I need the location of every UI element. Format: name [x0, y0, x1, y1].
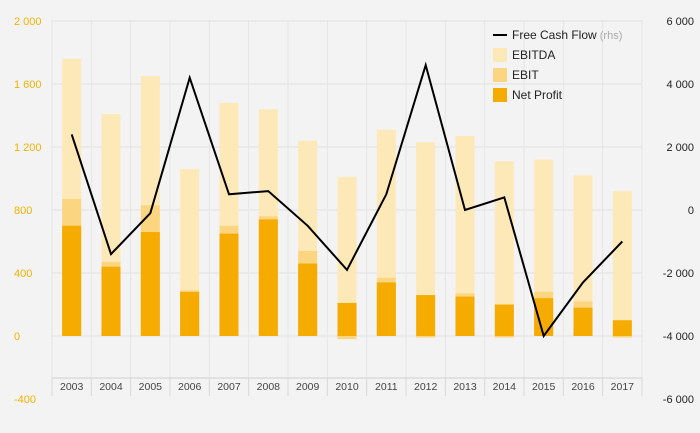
legend-label: Net Profit [512, 88, 563, 102]
legend-swatch [493, 48, 507, 62]
bar-ebitda [612, 191, 632, 336]
x-tick-label: 2011 [375, 381, 398, 393]
bar-net-profit [180, 291, 200, 336]
y-right-tick-label: -4 000 [663, 331, 694, 343]
x-tick-label: 2003 [60, 381, 84, 393]
x-tick-label: 2016 [571, 381, 595, 393]
bar-ebitda [494, 161, 514, 336]
y-left-tick-label: 800 [14, 205, 32, 217]
bar-net-profit [298, 263, 318, 336]
x-tick-label: 2007 [217, 381, 241, 393]
bar-net-profit [219, 233, 239, 336]
y-right-tick-label: 6 000 [666, 16, 694, 28]
legend-label-suffix: (rhs) [597, 30, 623, 42]
y-right-tick-label: -2 000 [663, 268, 694, 280]
x-tick-label: 2005 [139, 381, 163, 393]
bar-ebitda [455, 135, 475, 336]
tick-labels: -400 0 400 800 1 200 1 600 2 000 -6 000 -4 000 -2… [14, 16, 694, 406]
y-left-tick-label: -400 [14, 394, 36, 406]
legend-label: Free Cash Flow (rhs) [512, 28, 622, 42]
y-right-tick-label: 2 000 [666, 142, 694, 154]
x-tick-label: 2010 [335, 381, 359, 393]
y-left-tick-label: 1 600 [14, 79, 42, 91]
bar-net-profit [376, 282, 396, 336]
legend-swatch [493, 88, 507, 102]
y-left-tick-label: 0 [14, 331, 20, 343]
x-tick-label: 2006 [178, 381, 202, 393]
y-left-tick-label: 400 [14, 268, 32, 280]
legend-swatch [493, 68, 507, 82]
bar-ebit [337, 336, 357, 340]
x-tick-label: 2017 [611, 381, 635, 393]
bar-net-profit [534, 298, 554, 336]
x-tick-label: 2009 [296, 381, 320, 393]
bar-ebitda [337, 176, 357, 336]
y-right-tick-label: 4 000 [666, 79, 694, 91]
x-tick-label: 2004 [99, 381, 123, 393]
axes [51, 377, 643, 396]
bar-net-profit [140, 232, 160, 336]
bar-ebitda [573, 175, 593, 336]
y-right-tick-label: -6 000 [663, 394, 694, 406]
bar-ebitda [416, 142, 436, 336]
legend-label: EBITDA [512, 48, 555, 62]
bar-ebit [612, 336, 632, 338]
y-left-tick-label: 1 200 [14, 142, 42, 154]
legend: Free Cash Flow (rhs) EBITDA EBIT Net Profit [493, 28, 622, 102]
bar-net-profit [258, 219, 278, 336]
bar-net-profit [612, 320, 632, 336]
bar-net-profit [455, 296, 475, 336]
bar-ebit [416, 336, 436, 338]
bar-net-profit [416, 295, 436, 336]
x-tick-label: 2012 [414, 381, 438, 393]
x-tick-label: 2013 [453, 381, 477, 393]
bar-net-profit [494, 304, 514, 336]
bar-net-profit [101, 266, 121, 336]
line-free-cash-flow [70, 61, 624, 339]
line-layer [70, 61, 624, 339]
y-left-tick-label: 2 000 [14, 16, 42, 28]
y-right-tick-label: 0 [688, 205, 694, 217]
x-tick-label: 2015 [532, 381, 556, 393]
x-tick-label: 2008 [257, 381, 281, 393]
bar-net-profit [573, 307, 593, 336]
bar-ebit [494, 336, 514, 338]
legend-label: EBIT [512, 68, 539, 82]
x-tick-label: 2014 [493, 381, 517, 393]
bars [62, 58, 632, 340]
bar-net-profit [337, 302, 357, 336]
bar-net-profit [62, 225, 82, 336]
